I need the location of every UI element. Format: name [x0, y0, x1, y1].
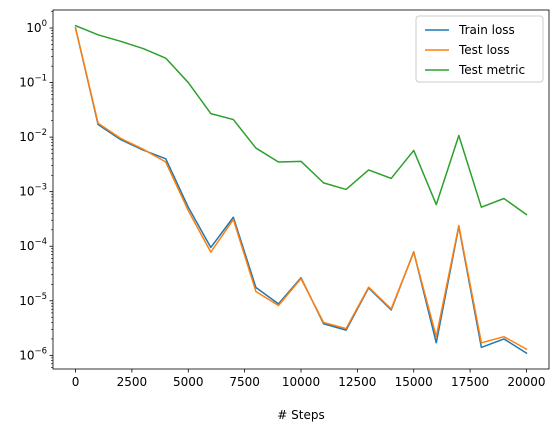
x-tick-label: 17500 — [451, 375, 489, 389]
x-tick-label: 12500 — [338, 375, 376, 389]
x-axis-ticks: 0 2500 5000 7500 10000 12500 15000 17500 20000 — [72, 369, 546, 389]
series-line-test-loss — [74, 27, 528, 351]
legend: Train loss Test loss Test metric — [415, 15, 544, 83]
x-tick-label: 7500 — [229, 375, 260, 389]
series-layer — [74, 24, 528, 355]
x-tick-label: 2500 — [117, 375, 148, 389]
plot-frame — [52, 9, 550, 370]
legend-label: Test metric — [458, 63, 525, 77]
x-axis-label: # Steps — [277, 408, 324, 422]
y-tick-label: 10−1 — [19, 74, 47, 90]
series-line-test-metric — [74, 24, 528, 216]
y-tick-label: 10−5 — [19, 292, 47, 308]
y-tick-label: 10−2 — [19, 128, 47, 144]
x-tick-label: 5000 — [173, 375, 204, 389]
legend-label: Train loss — [458, 23, 515, 37]
x-tick-label: 0 — [72, 375, 80, 389]
x-tick-label: 15000 — [395, 375, 433, 389]
y-tick-label: 10−6 — [19, 346, 47, 362]
y-tick-label: 10−3 — [19, 183, 47, 199]
x-tick-label: 20000 — [507, 375, 545, 389]
y-axis-ticks: 100 10−1 10−2 10−3 10−4 10−5 10−6 — [19, 11, 53, 368]
legend-box — [415, 15, 544, 83]
legend-label: Test loss — [458, 43, 510, 57]
x-tick-label: 10000 — [282, 375, 320, 389]
y-tick-label: 100 — [26, 19, 47, 35]
y-tick-label: 10−4 — [19, 237, 47, 253]
